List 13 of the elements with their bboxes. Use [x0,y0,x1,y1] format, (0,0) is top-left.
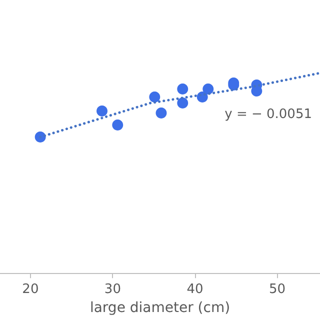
point [202,84,214,95]
point [112,120,124,131]
point [177,98,188,109]
point [96,106,108,117]
point [156,108,167,119]
x-tick-label: 30 [104,282,121,298]
x-axis-title: large diameter (cm) [90,300,230,316]
point [149,92,160,103]
x-tick-label: 50 [268,282,286,298]
annotation: y = − 0.0051 [224,107,312,122]
x-tick-label: 40 [186,282,204,298]
x-tick-label: 20 [22,282,39,298]
point [177,84,188,95]
